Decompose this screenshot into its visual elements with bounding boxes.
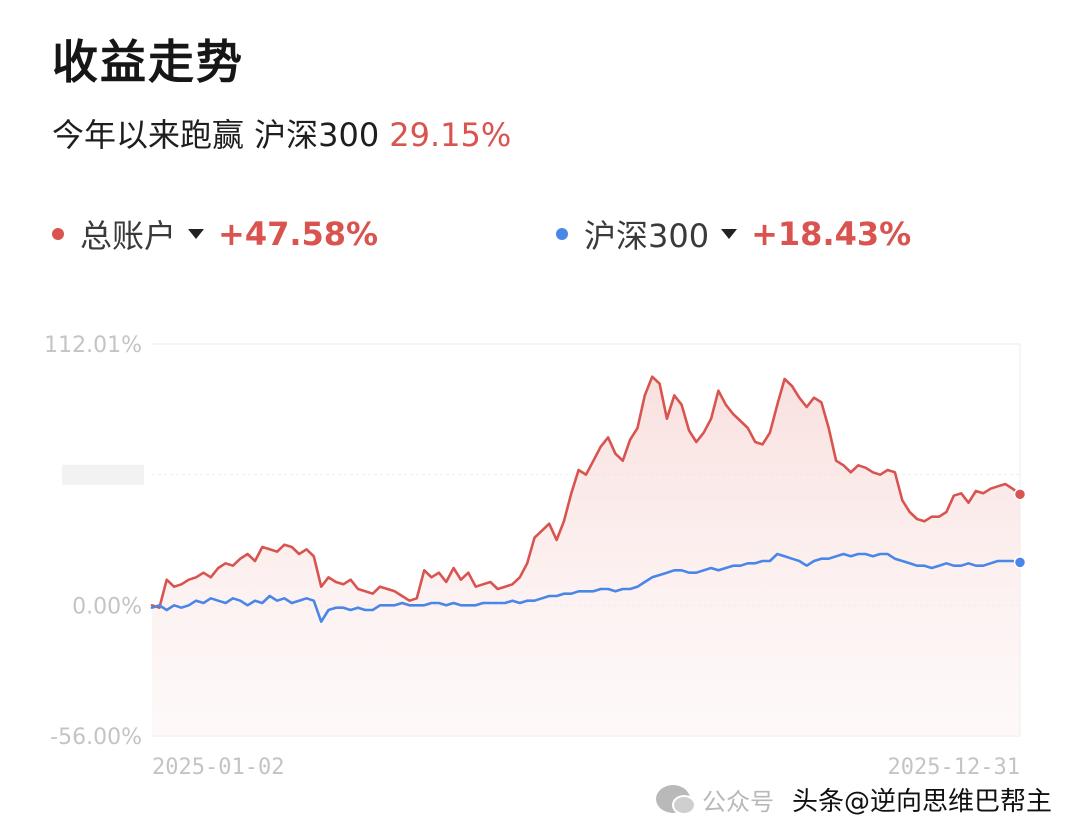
watermark: 公众号 头条@逆向思维巴帮主 <box>656 776 1057 822</box>
total-account-area <box>152 376 1020 736</box>
y-tick-label: 112.01% <box>44 333 142 358</box>
csi300-line[interactable] <box>150 552 1022 623</box>
outperformance-summary: 今年以来跑赢 沪深300 29.15% <box>52 110 511 156</box>
legend-value-total-account: +47.58% <box>218 215 379 253</box>
dropdown-caret-icon[interactable] <box>721 229 738 239</box>
return-trend-chart[interactable]: 112.01% 0.00% -56.00% 2025-01-02 2025-12-31 <box>0 320 1080 780</box>
legend-label-csi300: 沪深300 <box>584 217 710 255</box>
legend-csi300[interactable]: 沪深300 +18.43% <box>556 212 911 256</box>
legend-value-csi300: +18.43% <box>751 215 912 253</box>
legend-total-account[interactable]: 总账户 +47.58% <box>52 212 378 256</box>
csi300-dot-icon <box>556 228 568 240</box>
watermark-text: 公众号 <box>702 787 774 816</box>
dropdown-caret-icon[interactable] <box>188 229 205 239</box>
y-tick-label: 0.00% <box>72 594 142 619</box>
y-tick-mid-marker <box>62 464 144 485</box>
x-tick-label: 2025-12-31 <box>888 755 1020 780</box>
total-account-dot-icon <box>52 228 64 240</box>
wechat-icon <box>656 785 696 815</box>
legend-label-total-account: 总账户 <box>80 217 177 255</box>
outperformance-label: 今年以来跑赢 沪深300 <box>52 116 380 154</box>
csi300-endpoint[interactable] <box>1013 556 1027 569</box>
x-tick-label: 2025-01-02 <box>152 755 284 780</box>
total-account-line[interactable] <box>150 375 1022 609</box>
watermark-author: 头条@逆向思维巴帮主 <box>788 780 1057 818</box>
page-title: 收益走势 <box>52 35 244 89</box>
y-tick-label: -56.00% <box>50 725 142 750</box>
total-account-endpoint[interactable] <box>1013 488 1027 501</box>
outperformance-value: 29.15% <box>389 116 512 154</box>
